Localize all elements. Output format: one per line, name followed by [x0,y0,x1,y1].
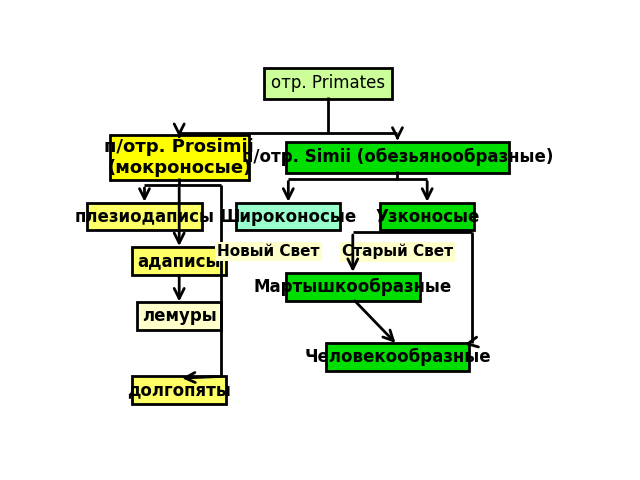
FancyBboxPatch shape [110,135,249,180]
Text: Широконосые: Широконосые [220,207,357,226]
FancyBboxPatch shape [132,376,227,404]
Text: лемуры: лемуры [142,307,216,325]
Text: плезиодаписы: плезиодаписы [74,207,214,226]
Text: Узконосые: Узконосые [375,207,479,226]
Text: долгопяты: долгопяты [127,381,231,399]
FancyBboxPatch shape [88,203,202,230]
Text: отр. Primates: отр. Primates [271,74,385,93]
FancyBboxPatch shape [286,142,509,173]
FancyBboxPatch shape [236,203,340,230]
Text: Мартышкообразные: Мартышкообразные [253,277,452,296]
Text: Человекообразные: Человекообразные [304,348,491,366]
FancyBboxPatch shape [286,273,420,300]
Text: Старый Свет: Старый Свет [342,244,453,259]
FancyBboxPatch shape [380,203,474,230]
FancyBboxPatch shape [264,68,392,99]
FancyBboxPatch shape [326,343,469,371]
FancyBboxPatch shape [132,247,227,275]
Text: Новый Свет: Новый Свет [217,244,320,259]
Text: п/отр. Simii (обезьянообразные): п/отр. Simii (обезьянообразные) [242,148,553,167]
Text: адаписы: адаписы [138,252,221,270]
FancyBboxPatch shape [137,302,221,330]
Text: п/отр. Prosimii
(мокроносые): п/отр. Prosimii (мокроносые) [104,138,254,177]
